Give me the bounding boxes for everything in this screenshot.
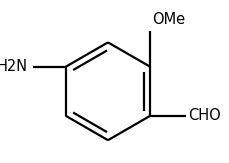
Text: H2N: H2N: [0, 59, 28, 74]
Text: OMe: OMe: [152, 12, 185, 27]
Text: CHO: CHO: [188, 108, 221, 123]
